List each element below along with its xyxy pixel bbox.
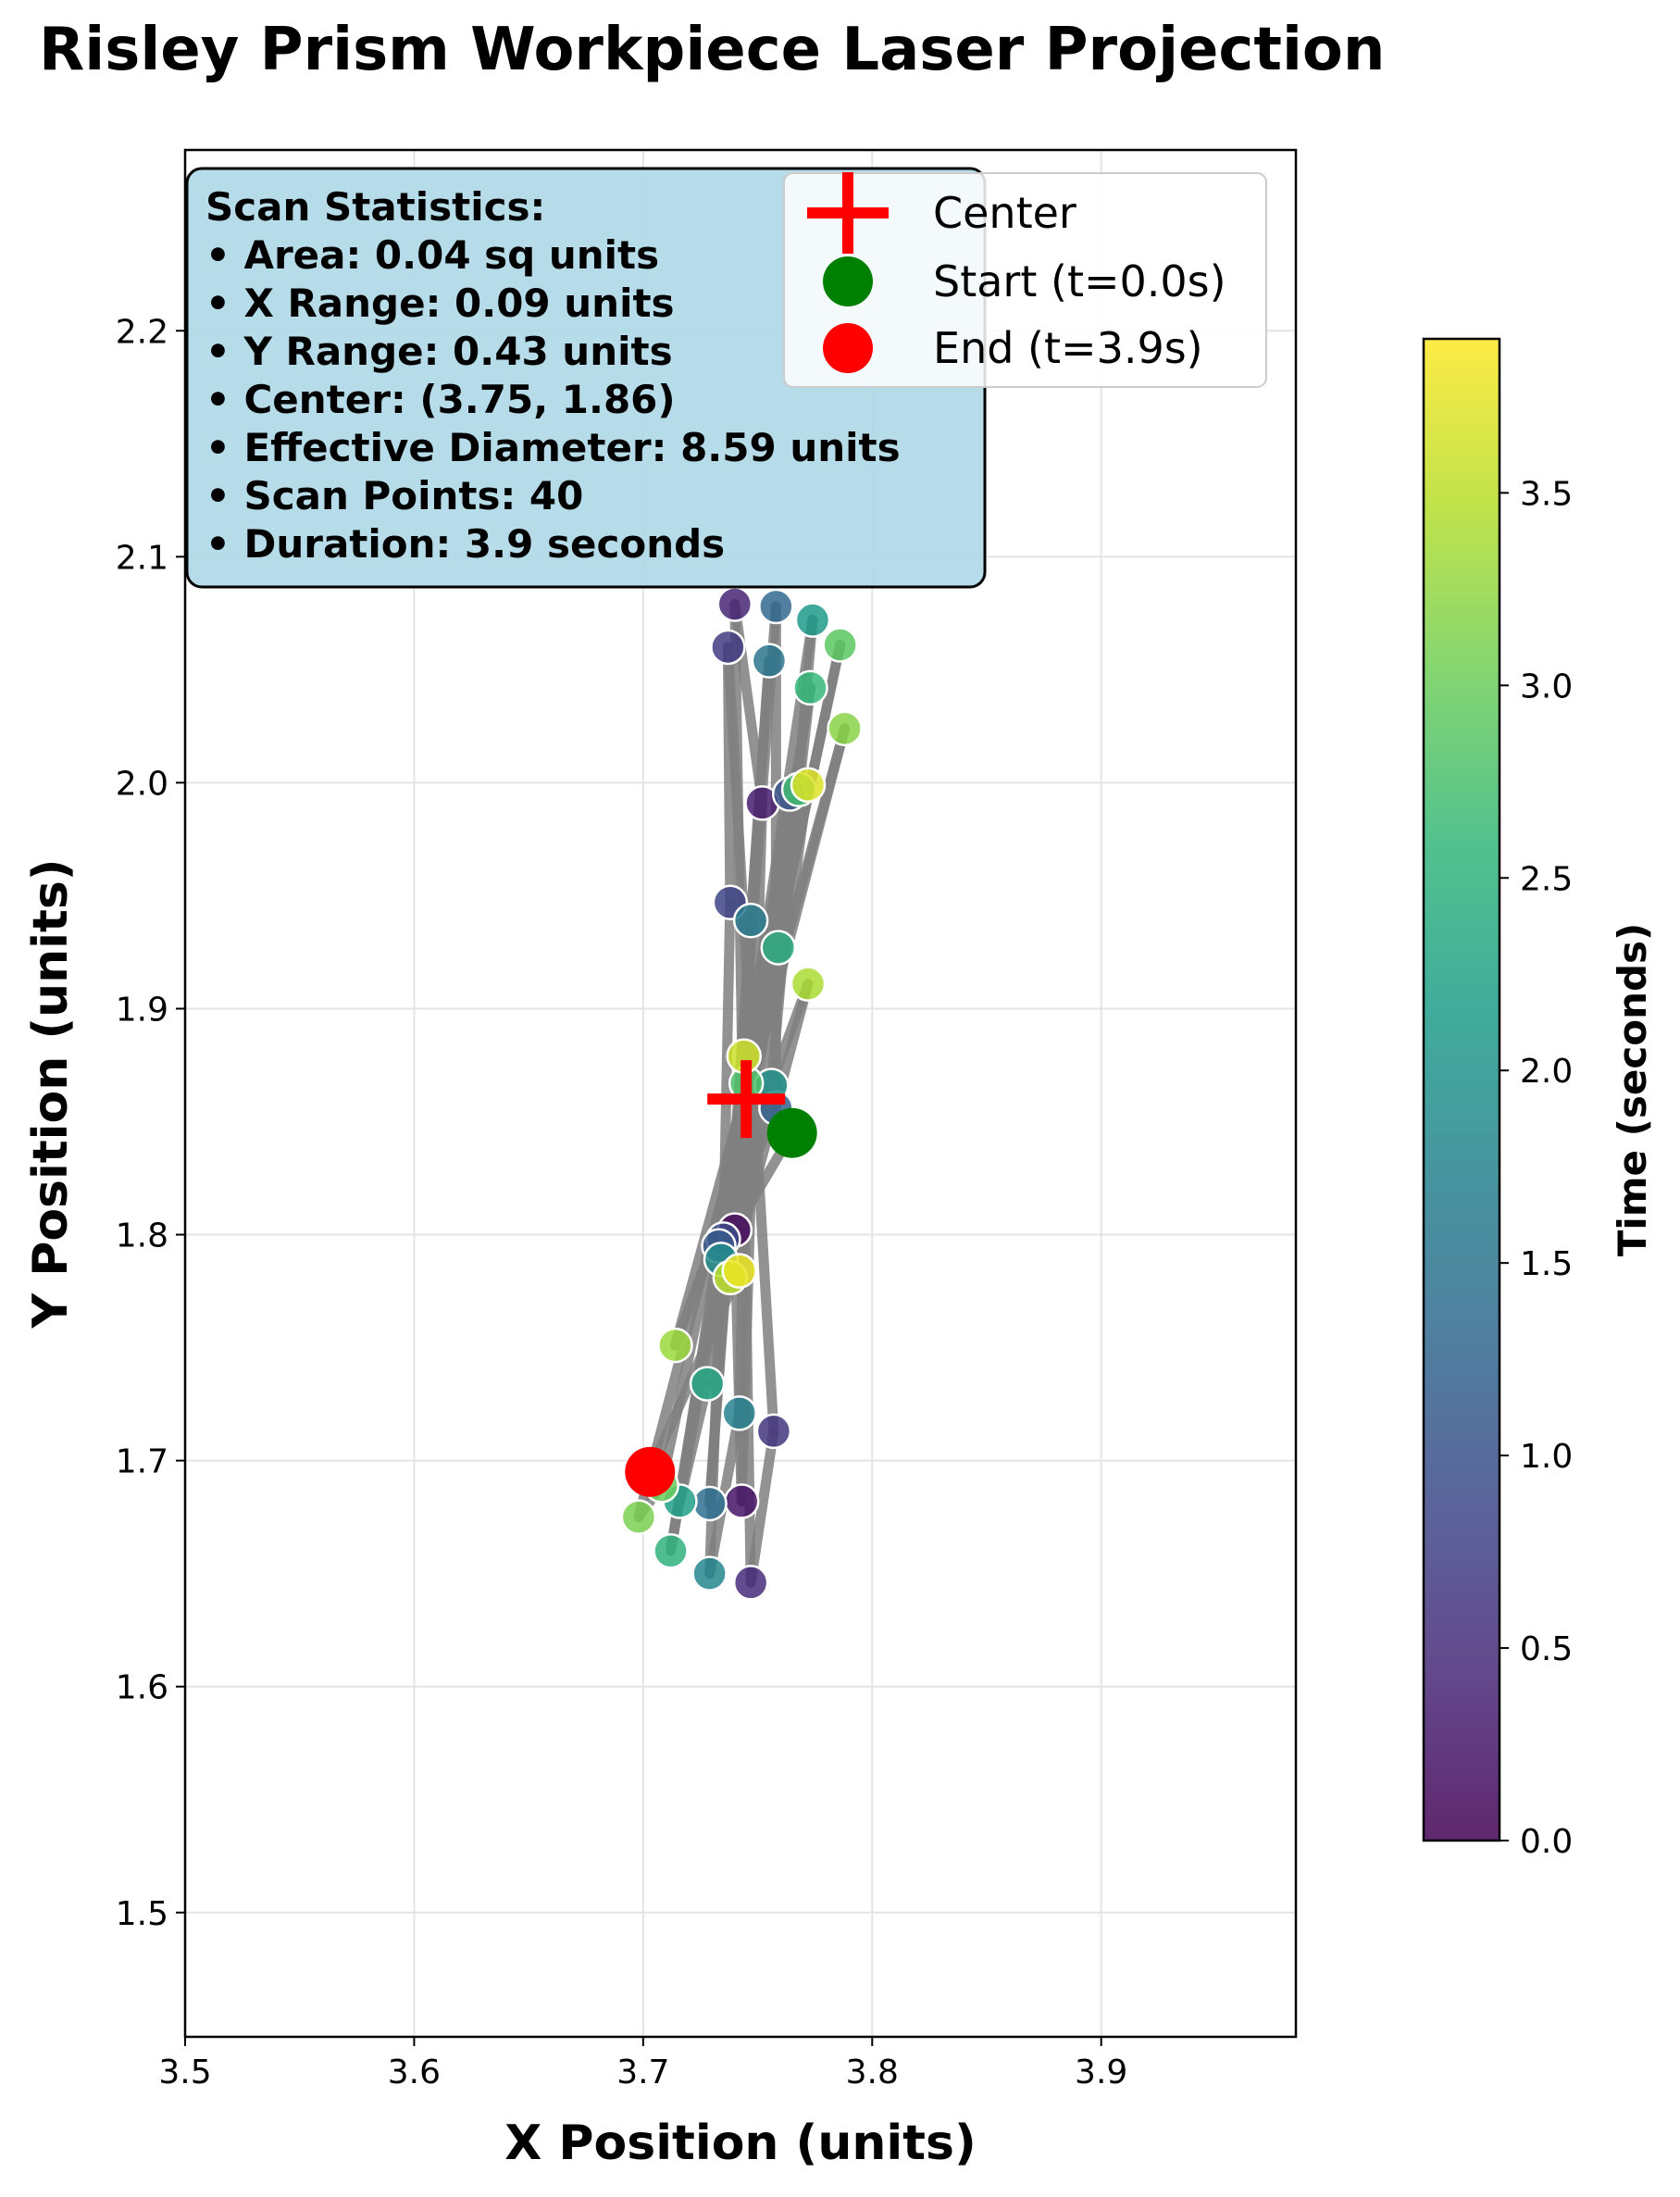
colorbar-gradient (1422, 337, 1501, 1842)
colorbar-tick-label: 2.5 (1520, 860, 1573, 898)
scan-point (790, 966, 827, 1002)
scan-point (721, 1395, 758, 1431)
stats-line: • Scan Points: 40 (205, 473, 583, 518)
y-tick-label: 1.9 (116, 991, 168, 1029)
legend-end-marker (823, 323, 873, 373)
scan-point (691, 1485, 728, 1522)
colorbar: 0.0 0.5 1.0 1.5 2.0 2.5 3.0 3.5 Time (seconds) (1422, 337, 1655, 1861)
plot-frame (183, 148, 1298, 2039)
scan-point (822, 627, 858, 663)
colorbar-tick-label: 1.5 (1520, 1245, 1573, 1283)
start-marker (766, 1107, 817, 1158)
scan-point (691, 1555, 728, 1592)
scan-point (716, 586, 753, 622)
scan-point (758, 588, 794, 625)
legend-label: Start (t=0.0s) (933, 256, 1226, 306)
scan-point (751, 643, 788, 679)
scan-point (710, 629, 746, 666)
scan-point (792, 669, 828, 706)
stats-heading: Scan Statistics: (205, 184, 545, 230)
colorbar-tick-label: 3.5 (1520, 475, 1573, 513)
x-tick-label: 3.7 (616, 2053, 669, 2091)
scan-point (794, 602, 831, 638)
x-axis-label: X Position (units) (504, 2116, 977, 2171)
legend: Center Start (t=0.0s) End (t=3.9s) (783, 172, 1267, 388)
colorbar-tick-label: 0.5 (1520, 1630, 1573, 1668)
chart-title: Risley Prism Workpiece Laser Projection (39, 16, 1385, 84)
scan-point (657, 1327, 693, 1364)
scan-point (723, 1483, 760, 1519)
scan-point (755, 1413, 792, 1450)
stats-line: • Center: (3.75, 1.86) (205, 377, 676, 422)
y-tick-label: 2.1 (116, 539, 168, 577)
y-tick-label: 2.2 (116, 313, 168, 351)
y-tick-label: 2.0 (116, 765, 168, 803)
legend-frame (783, 172, 1267, 388)
scan-point (689, 1366, 726, 1402)
stats-line: • Effective Diameter: 8.59 units (205, 425, 901, 470)
scan-point (760, 930, 797, 966)
scan-point (827, 710, 863, 747)
scan-point (732, 903, 769, 939)
x-tick-label: 3.9 (1075, 2053, 1127, 2091)
y-axis-label: Y Position (units) (23, 858, 79, 1329)
stats-line: • Area: 0.04 sq units (205, 232, 659, 278)
y-tick-label: 1.5 (116, 1895, 168, 1933)
axis-ticks: 3.5 3.6 3.7 3.8 3.9 1.5 1.6 1.7 1.8 1.9 2.0 2.1 2.2 (116, 313, 1128, 2091)
scan-point (790, 767, 827, 804)
end-marker (625, 1446, 676, 1497)
stats-line: • Y Range: 0.43 units (205, 329, 673, 374)
colorbar-tick-label: 2.0 (1520, 1053, 1573, 1091)
stats-line: • Duration: 3.9 seconds (205, 521, 725, 567)
colorbar-tick-label: 0.0 (1520, 1823, 1573, 1861)
y-tick-label: 1.8 (116, 1217, 168, 1255)
scan-point (653, 1532, 689, 1569)
legend-start-marker (823, 256, 873, 306)
scan-point (620, 1499, 657, 1535)
legend-label: Center (933, 188, 1076, 238)
scan-point (721, 1253, 758, 1289)
stats-line: • X Range: 0.09 units (205, 281, 675, 326)
legend-label: End (t=3.9s) (933, 323, 1203, 373)
scan-points (620, 586, 863, 1601)
x-tick-label: 3.8 (846, 2053, 899, 2091)
scan-path-segment (722, 642, 736, 908)
scan-point (732, 1565, 769, 1601)
x-tick-label: 3.6 (388, 2053, 441, 2091)
special-markers (625, 1060, 817, 1497)
scan-path-segment (734, 780, 814, 1277)
scan-path-segment (745, 1426, 779, 1588)
colorbar-tick-label: 3.0 (1520, 668, 1573, 705)
y-tick-label: 1.7 (116, 1443, 168, 1481)
x-tick-label: 3.5 (158, 2053, 211, 2091)
colorbar-tick-label: 1.0 (1520, 1438, 1573, 1476)
y-tick-label: 1.6 (116, 1669, 168, 1707)
colorbar-label: Time (seconds) (1610, 923, 1655, 1257)
